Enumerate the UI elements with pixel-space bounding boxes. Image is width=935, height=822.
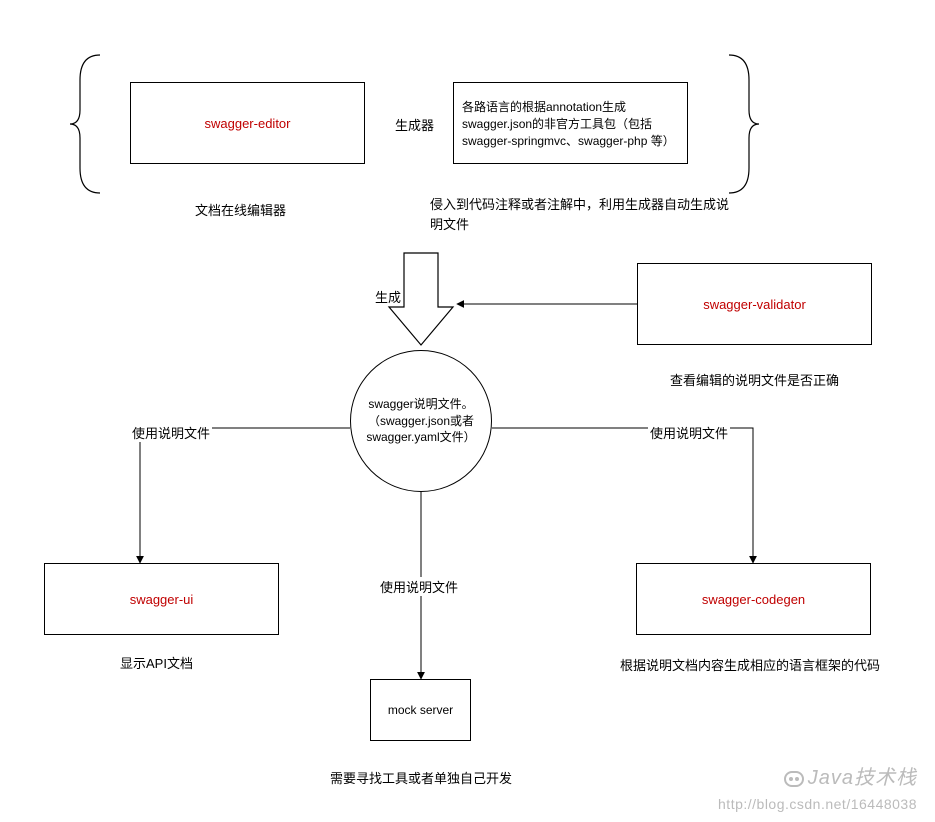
use-spec-left-text: 使用说明文件	[132, 426, 210, 441]
swagger-editor-label: swagger-editor	[205, 116, 291, 131]
left-bracket-icon	[70, 55, 100, 193]
swagger-spec-circle: swagger说明文件。（swagger.json或者swagger.yaml文…	[350, 350, 492, 492]
ui-caption: 显示API文档	[120, 653, 193, 672]
edge-circle-to-ui	[140, 428, 350, 563]
editor-caption: 文档在线编辑器	[195, 200, 286, 219]
generator-caption-text: 侵入到代码注释或者注解中，利用生成器自动生成说明文件	[430, 197, 729, 232]
swagger-codegen-box: swagger-codegen	[636, 563, 871, 635]
use-spec-right-text: 使用说明文件	[650, 426, 728, 441]
use-spec-bottom: 使用说明文件	[378, 577, 460, 596]
swagger-codegen-label: swagger-codegen	[702, 592, 805, 607]
swagger-validator-label: swagger-validator	[703, 297, 806, 312]
swagger-spec-label: swagger说明文件。（swagger.json或者swagger.yaml文…	[351, 388, 491, 454]
swagger-editor-box: swagger-editor	[130, 82, 365, 164]
watermark-brand-text: Java技术栈	[808, 767, 917, 789]
generator-label-text: 生成器	[395, 118, 434, 133]
generator-tools-box: 各路语言的根据annotation生成swagger.json的非官方工具包（包…	[453, 82, 688, 164]
swagger-validator-box: swagger-validator	[637, 263, 872, 345]
validator-caption-text: 查看编辑的说明文件是否正确	[670, 373, 839, 388]
codegen-caption: 根据说明文档内容生成相应的语言框架的代码	[620, 655, 880, 674]
mock-server-label: mock server	[388, 703, 453, 717]
watermark-url: http://blog.csdn.net/16448038	[718, 796, 917, 812]
editor-caption-text: 文档在线编辑器	[195, 203, 286, 218]
generator-label: 生成器	[395, 115, 434, 134]
swagger-ui-box: swagger-ui	[44, 563, 279, 635]
right-bracket-icon	[729, 55, 759, 193]
watermark-brand: Java技术栈	[784, 761, 917, 790]
edge-circle-to-codegen	[492, 428, 753, 563]
generator-caption: 侵入到代码注释或者注解中，利用生成器自动生成说明文件	[430, 195, 730, 234]
codegen-caption-text: 根据说明文档内容生成相应的语言框架的代码	[620, 658, 880, 673]
validator-caption: 查看编辑的说明文件是否正确	[670, 370, 839, 389]
ui-caption-text: 显示API文档	[120, 656, 193, 671]
use-spec-left: 使用说明文件	[130, 423, 212, 442]
use-spec-right: 使用说明文件	[648, 423, 730, 442]
generator-tools-label: 各路语言的根据annotation生成swagger.json的非官方工具包（包…	[462, 98, 679, 149]
mock-server-box: mock server	[370, 679, 471, 741]
wechat-icon	[784, 771, 804, 787]
generate-label: 生成	[375, 287, 401, 306]
watermark-url-text: http://blog.csdn.net/16448038	[718, 796, 917, 812]
swagger-ui-label: swagger-ui	[130, 592, 194, 607]
generate-label-text: 生成	[375, 290, 401, 305]
mock-caption-text: 需要寻找工具或者单独自己开发	[330, 771, 512, 786]
use-spec-bottom-text: 使用说明文件	[380, 580, 458, 595]
mock-caption: 需要寻找工具或者单独自己开发	[330, 768, 512, 787]
